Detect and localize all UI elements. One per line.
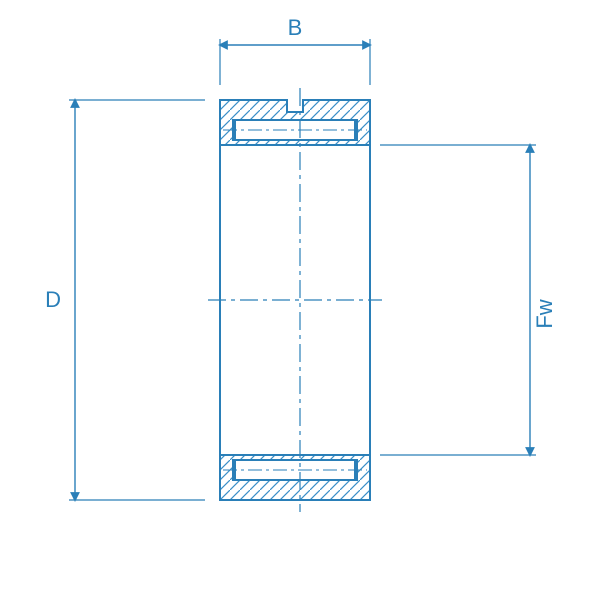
bearing-cross-section-diagram: B D Fw xyxy=(0,0,600,600)
dimension-labels: B D Fw xyxy=(45,15,557,329)
label-D: D xyxy=(45,287,61,312)
bearing-geometry xyxy=(208,88,382,512)
label-B: B xyxy=(288,15,303,40)
label-Fw: Fw xyxy=(532,299,557,328)
